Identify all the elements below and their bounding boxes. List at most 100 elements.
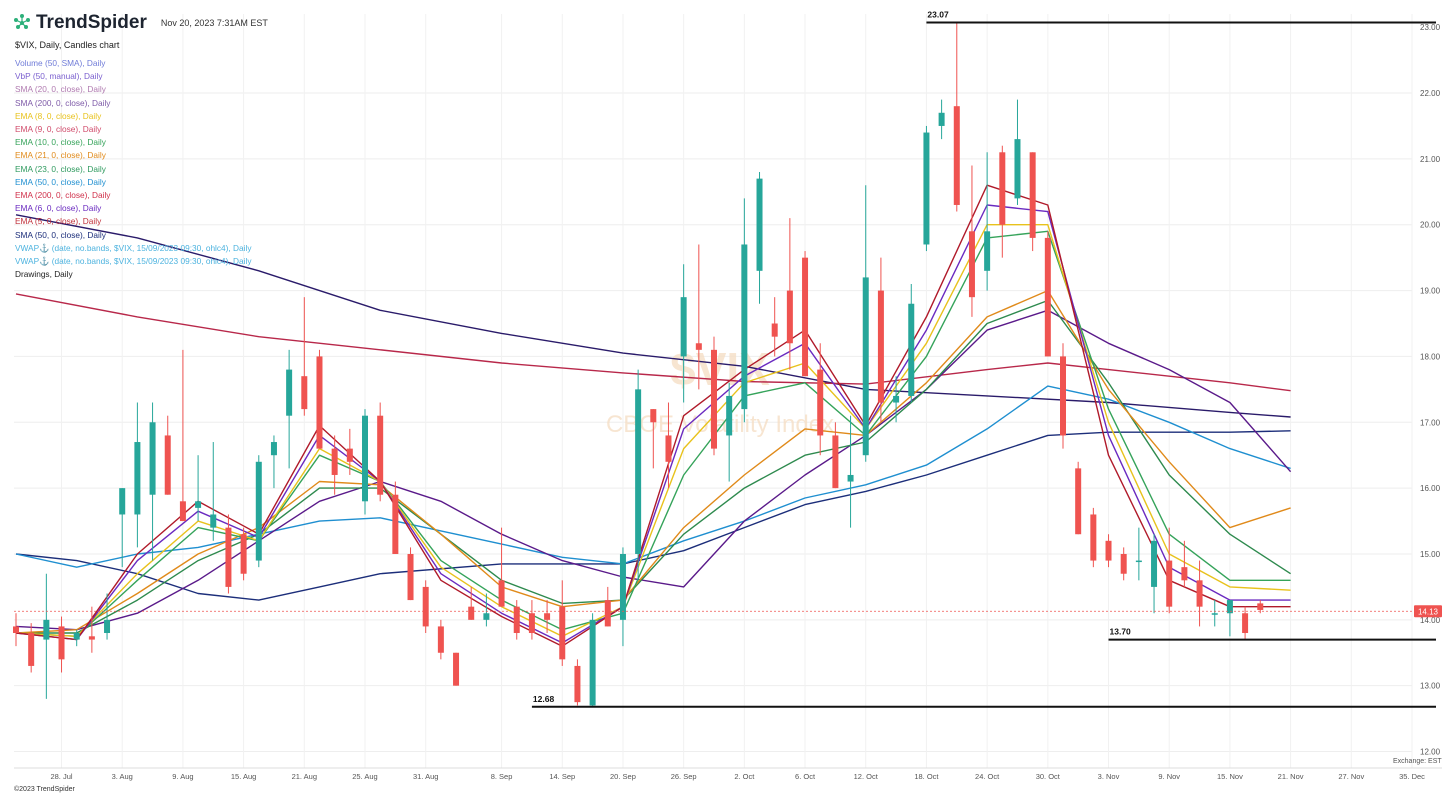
candle-body xyxy=(802,257,809,377)
x-tick-label: 3. Aug xyxy=(112,772,133,781)
candle-body xyxy=(1075,468,1082,535)
legend-item[interactable]: EMA (6, 0, close), Daily xyxy=(15,203,102,214)
candle-body xyxy=(984,231,991,271)
x-tick-label: 9. Aug xyxy=(172,772,193,781)
y-tick-label: 16.00 xyxy=(1420,484,1441,493)
candle-body xyxy=(377,415,384,495)
series-line xyxy=(15,293,1291,392)
x-tick-label: 28. Jul xyxy=(50,772,72,781)
candle-body xyxy=(544,613,551,620)
indicator-legend: Volume (50, SMA), Daily VbP (50, manual),… xyxy=(15,57,251,281)
legend-item[interactable]: SMA (50, 0, close), Daily xyxy=(15,229,106,240)
watermark-symbol: $VIX xyxy=(670,343,770,395)
candle-body xyxy=(1211,613,1218,615)
x-tick-label: 26. Sep xyxy=(671,772,697,781)
candle-body xyxy=(1257,603,1264,610)
candle-body xyxy=(1120,553,1127,574)
chart-timestamp: Nov 20, 2023 7:31AM EST xyxy=(160,18,268,28)
candle-body xyxy=(58,626,65,660)
candle-body xyxy=(270,442,277,456)
candle-body xyxy=(877,290,884,403)
chart-header: TrendSpider Nov 20, 2023 7:31AM EST xyxy=(12,12,268,34)
y-tick-label: 19.00 xyxy=(1420,287,1441,296)
candle-body xyxy=(665,435,672,462)
candle-body xyxy=(1226,600,1233,614)
candle-body xyxy=(786,290,793,344)
candle-body xyxy=(73,633,80,640)
last-price-badge xyxy=(1414,605,1442,618)
candle-body xyxy=(164,435,171,495)
level-label: 12.68 xyxy=(533,694,555,704)
legend-item[interactable]: EMA (10, 0, close), Daily xyxy=(15,137,106,148)
candle-body xyxy=(362,415,368,502)
y-axis[interactable]: 12.00 13.00 14.00 15.00 16.00 17.00 18.00 19.00… xyxy=(1420,23,1441,756)
candle-body xyxy=(1181,567,1188,581)
level-label: 13.70 xyxy=(1110,627,1132,637)
level-label: 23.07 xyxy=(927,10,949,20)
candle-body xyxy=(559,606,566,660)
legend-item[interactable]: VWAP⚓ (date, no.bands, $VIX, 15/09/2023 … xyxy=(15,256,252,267)
watermark-name: CBOE Volatility Index xyxy=(606,411,834,438)
candle-body xyxy=(619,553,626,620)
candle-body xyxy=(908,303,915,396)
x-tick-label: 21. Nov xyxy=(1278,772,1304,781)
candle-body xyxy=(149,422,156,495)
legend-item[interactable]: EMA (21, 0, close), Daily xyxy=(15,150,106,161)
legend-item[interactable]: SMA (200, 0, close), Daily xyxy=(15,97,111,108)
last-price-label: 14.13 xyxy=(1418,607,1439,616)
candle-body xyxy=(88,636,95,640)
candle-body xyxy=(862,277,869,456)
candle-body xyxy=(650,409,657,423)
y-tick-label: 12.00 xyxy=(1420,748,1441,757)
candle-body xyxy=(240,534,247,574)
y-tick-label: 20.00 xyxy=(1420,221,1441,230)
legend-item[interactable]: Volume (50, SMA), Daily xyxy=(15,58,106,68)
candle-body xyxy=(893,395,900,403)
legend-item[interactable]: EMA (5, 0, close), Daily xyxy=(15,216,102,227)
candle-body xyxy=(1151,540,1158,587)
y-tick-label: 22.00 xyxy=(1420,89,1441,98)
y-tick-label: 21.00 xyxy=(1420,155,1441,164)
x-tick-label: 12. Oct xyxy=(854,772,879,781)
candle-body xyxy=(301,376,308,410)
candle-body xyxy=(13,626,19,634)
y-tick-label: 13.00 xyxy=(1420,682,1441,691)
x-tick-label: 2. Oct xyxy=(734,772,755,781)
legend-item[interactable]: EMA (23, 0, close), Daily xyxy=(15,163,106,174)
candle-body xyxy=(422,586,429,627)
symbol-line[interactable]: $VIX, Daily, Candles chart xyxy=(15,40,120,50)
legend-item[interactable]: EMA (8, 0, close), Daily xyxy=(15,110,102,121)
legend-item[interactable]: SMA (20, 0, close), Daily xyxy=(15,84,106,95)
candle-body xyxy=(817,369,824,436)
candle-body xyxy=(453,652,460,686)
candle-body xyxy=(1060,356,1066,436)
legend-item[interactable]: VWAP⚓ (date, no.bands, $VIX, 15/09/2023 … xyxy=(15,242,252,253)
candle-body xyxy=(43,619,50,640)
brand-logo[interactable]: TrendSpider xyxy=(12,12,147,34)
horizontal-levels[interactable]: 23.07 13.70 12.68 xyxy=(531,10,1436,708)
legend-item[interactable]: EMA (9, 0, close), Daily xyxy=(15,124,102,135)
candle-body xyxy=(346,448,353,462)
candle-body xyxy=(437,626,444,653)
candle-body xyxy=(28,633,35,666)
legend-item[interactable]: VbP (50, manual), Daily xyxy=(15,71,103,82)
candle-body xyxy=(968,231,975,298)
legend-item[interactable]: EMA (200, 0, close), Daily xyxy=(15,190,111,201)
trendspider-logo-icon xyxy=(14,14,30,29)
candle-body xyxy=(604,600,611,627)
brand-name: TrendSpider xyxy=(36,12,147,33)
x-tick-label: 35. Dec xyxy=(1399,772,1425,781)
legend-item[interactable]: EMA (50, 0, close), Daily xyxy=(15,176,106,187)
x-tick-label: 18. Oct xyxy=(914,772,939,781)
candle-body xyxy=(392,494,399,554)
legend-item[interactable]: Drawings, Daily xyxy=(15,269,73,280)
x-tick-label: 8. Sep xyxy=(491,772,513,781)
x-axis[interactable]: 28. Jul 3. Aug 9. Aug 15. Aug 21. Aug 25. Aug… xyxy=(50,772,1425,781)
candle-body xyxy=(210,514,217,528)
candle-body xyxy=(407,553,414,601)
candle-body xyxy=(923,132,930,245)
candle-body xyxy=(680,297,687,357)
candle-body xyxy=(286,369,293,416)
candle-body xyxy=(847,474,854,482)
